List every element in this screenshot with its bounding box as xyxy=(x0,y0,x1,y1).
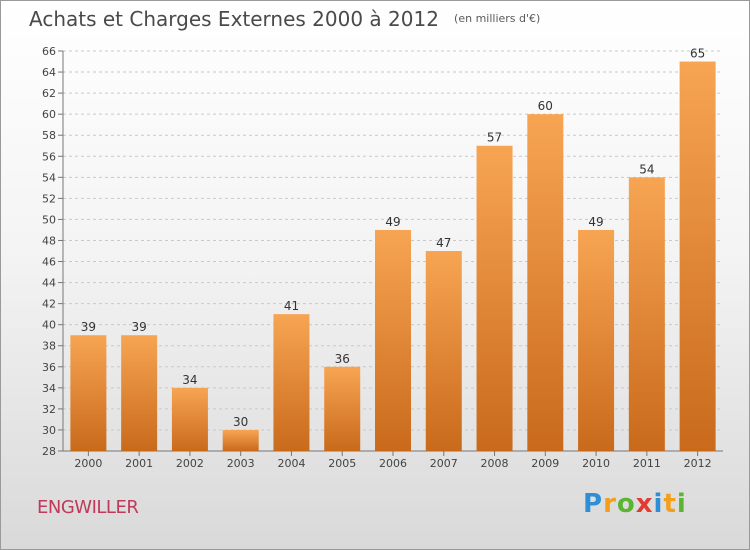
data-label: 60 xyxy=(538,99,553,113)
x-tick-label: 2005 xyxy=(328,457,356,470)
data-label: 39 xyxy=(81,320,96,334)
y-tick-label: 54 xyxy=(42,171,56,184)
y-tick-labels: 28 30 32 34 36 38 40 42 44 46 48 50 52 54 56 58 60 62 64 66 xyxy=(42,45,56,458)
x-tick-label: 2007 xyxy=(430,457,458,470)
bar xyxy=(527,114,564,451)
x-tick-label: 2002 xyxy=(176,457,204,470)
y-tick-label: 44 xyxy=(42,277,56,290)
logo-letter: t xyxy=(663,489,677,519)
chart-title: Achats et Charges Externes 2000 à 2012 xyxy=(29,7,439,31)
y-tick-label: 38 xyxy=(42,340,56,353)
commune-name: ENGWILLER xyxy=(37,497,139,518)
data-label: 30 xyxy=(233,415,248,429)
y-tick-label: 64 xyxy=(42,66,56,79)
bar xyxy=(171,387,208,451)
y-tick-label: 62 xyxy=(42,87,56,100)
logo-letter: x xyxy=(635,489,654,519)
bar xyxy=(324,366,361,451)
bars xyxy=(70,61,716,452)
bar xyxy=(273,314,310,451)
y-tick-label: 52 xyxy=(42,192,56,205)
bar xyxy=(222,429,259,451)
y-tick-label: 48 xyxy=(42,234,56,247)
y-tick-label: 46 xyxy=(42,256,56,269)
x-tick-label: 2001 xyxy=(125,457,153,470)
data-labels: 39 39 34 30 41 36 49 47 57 60 49 54 65 xyxy=(81,47,706,429)
logo-letter: i xyxy=(676,489,687,519)
x-tick-label: 2008 xyxy=(481,457,509,470)
y-tick-label: 40 xyxy=(42,319,56,332)
x-tick-label: 2004 xyxy=(277,457,305,470)
data-label: 41 xyxy=(284,299,299,313)
bar xyxy=(425,251,462,451)
bar xyxy=(121,335,158,451)
y-tick-label: 42 xyxy=(42,298,56,311)
data-label: 57 xyxy=(487,131,502,145)
x-tick-label: 2012 xyxy=(684,457,712,470)
x-tick-label: 2000 xyxy=(74,457,102,470)
x-tick-label: 2010 xyxy=(582,457,610,470)
x-tick-label: 2003 xyxy=(227,457,255,470)
data-label: 65 xyxy=(690,47,705,61)
bar xyxy=(628,177,665,451)
x-tick-label: 2009 xyxy=(531,457,559,470)
data-label: 36 xyxy=(335,352,350,366)
bar xyxy=(476,145,513,451)
logo-letter: o xyxy=(616,489,636,519)
data-label: 54 xyxy=(639,162,654,176)
x-tick-labels: 2000 2001 2002 2003 2004 2005 2006 2007 2008 2009… xyxy=(74,457,711,470)
logo-letter: i xyxy=(653,489,664,519)
data-label: 49 xyxy=(588,215,603,229)
y-tick-label: 56 xyxy=(42,150,56,163)
chart-unit: (en milliers d'€) xyxy=(454,12,541,25)
bar xyxy=(70,335,107,451)
bar xyxy=(679,61,716,452)
y-tick-label: 36 xyxy=(42,361,56,374)
y-tick-label: 58 xyxy=(42,129,56,142)
y-tick-label: 28 xyxy=(42,445,56,458)
y-tick-label: 50 xyxy=(42,213,56,226)
y-tick-label: 34 xyxy=(42,382,56,395)
data-label: 39 xyxy=(132,320,147,334)
x-tick-label: 2006 xyxy=(379,457,407,470)
bar xyxy=(578,229,615,451)
bar xyxy=(375,229,411,451)
x-tick-label: 2011 xyxy=(633,457,661,470)
y-tick-label: 32 xyxy=(42,403,56,416)
y-tick-label: 30 xyxy=(42,424,56,437)
y-tick-label: 66 xyxy=(42,45,56,58)
proxiti-logo: Proxiti xyxy=(583,489,687,519)
title-block: Achats et Charges Externes 2000 à 2012 (… xyxy=(29,7,540,31)
data-label: 47 xyxy=(436,236,451,250)
logo-letter: r xyxy=(603,489,617,519)
data-label: 49 xyxy=(385,215,400,229)
y-tick-label: 60 xyxy=(42,108,56,121)
logo-letter: P xyxy=(583,489,604,519)
data-label: 34 xyxy=(182,373,197,387)
